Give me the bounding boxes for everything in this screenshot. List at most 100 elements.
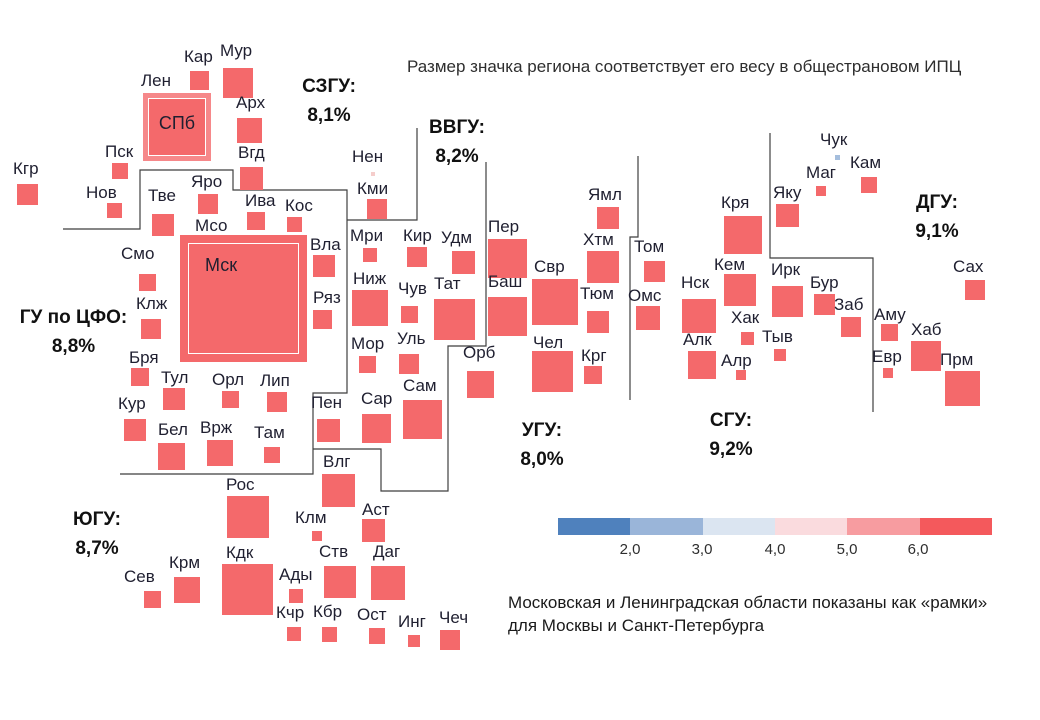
region-square-Крг: [584, 366, 602, 384]
region-label-Баш: Баш: [488, 272, 523, 291]
region-label-Даг: Даг: [373, 542, 401, 561]
region-label-Орб: Орб: [463, 343, 496, 362]
region-label-Тве: Тве: [148, 186, 176, 205]
region-square-Евр: [883, 368, 893, 378]
region-square-Кгр: [17, 184, 38, 205]
district-label-СГУ: СГУ: 9,2%: [686, 406, 776, 464]
region-label-Ниж: Ниж: [353, 269, 387, 288]
legend-tick-3,0: 3,0: [691, 541, 713, 558]
region-square-Вла: [313, 255, 335, 277]
region-label-Алр: Алр: [721, 351, 752, 370]
region-square-Заб: [841, 317, 861, 337]
district-name: СГУ:: [709, 410, 753, 431]
region-label-Сев: Сев: [124, 567, 155, 586]
region-square-Прм: [945, 371, 980, 406]
district-boundary-line: [63, 169, 348, 475]
region-label-Арх: Арх: [236, 93, 266, 112]
region-square-Орл: [222, 391, 239, 408]
region-square-Рос: [227, 496, 269, 538]
region-label-Инг: Инг: [398, 612, 426, 631]
region-square-Ады: [289, 589, 303, 603]
region-label-Кос: Кос: [285, 196, 313, 215]
region-square-Ямл: [597, 207, 619, 229]
region-label-Нов: Нов: [86, 183, 117, 202]
region-label-Тат: Тат: [434, 274, 461, 293]
region-square-Кар: [190, 71, 209, 90]
district-cpi-value: 8,2%: [435, 146, 479, 167]
region-square-Чел: [532, 351, 573, 392]
district-boundary-line: [347, 128, 418, 221]
region-square-Аму: [881, 324, 898, 341]
region-square-Тыв: [774, 349, 786, 361]
legend-segment-3: [702, 518, 776, 535]
region-square-Арх: [237, 118, 262, 143]
region-square-Сев: [144, 591, 161, 608]
region-square-Бря: [131, 368, 149, 386]
region-square-Чув: [401, 306, 418, 323]
region-label-Кчр: Кчр: [276, 603, 305, 622]
region-square-СПб: СПб: [148, 98, 206, 156]
region-square-Аст: [362, 519, 385, 542]
district-cpi-value: 9,1%: [915, 221, 959, 242]
district-label-СЗГУ: СЗГУ: 8,1%: [284, 72, 374, 130]
region-square-Мск: Мск: [188, 243, 299, 354]
region-square-Ств: [324, 566, 356, 598]
region-label-Ост: Ост: [357, 605, 387, 624]
region-square-Чеч: [440, 630, 460, 650]
region-square-Нск: [682, 299, 716, 333]
region-square-Кур: [124, 419, 146, 441]
region-label-Свр: Свр: [534, 257, 565, 276]
region-square-Вгд: [240, 167, 263, 190]
region-square-Пск: [112, 163, 128, 179]
region-square-Чук: [835, 155, 840, 160]
district-boundary-line: [629, 156, 639, 400]
region-label-Лип: Лип: [260, 371, 290, 390]
region-label-Крм: Крм: [169, 553, 201, 572]
region-square-Кем: [724, 274, 756, 306]
region-label-Пер: Пер: [488, 217, 520, 236]
region-square-Нов: [107, 203, 122, 218]
district-name: ГУ по ЦФО:: [19, 307, 128, 328]
region-square-Пер: [488, 239, 527, 278]
region-square-Сам: [403, 400, 442, 439]
region-square-Ряз: [313, 310, 332, 329]
region-label-Сар: Сар: [361, 389, 393, 408]
region-label-Кдк: Кдк: [226, 543, 254, 562]
region-square-Свр: [532, 279, 578, 325]
region-square-Тул: [163, 388, 185, 410]
region-label-Мсо: Мсо: [195, 216, 228, 235]
region-square-Кир: [407, 247, 427, 267]
region-label-Кем: Кем: [714, 255, 746, 274]
region-label-Ады: Ады: [279, 565, 313, 584]
legend-tick-2,0: 2,0: [619, 541, 641, 558]
region-label-Тюм: Тюм: [580, 284, 614, 303]
region-square-Алр: [736, 370, 746, 380]
region-square-Клм: [312, 531, 322, 541]
region-label-Ямл: Ямл: [588, 185, 622, 204]
region-label-Кур: Кур: [118, 394, 146, 413]
region-label-Сам: Сам: [403, 376, 437, 395]
region-label-Том: Том: [634, 237, 665, 256]
chart-note-line2: для Москвы и Санкт-Петербурга: [508, 616, 765, 635]
region-square-Маг: [816, 186, 826, 196]
district-label-ДГУ: ДГУ: 9,1%: [892, 188, 982, 246]
region-label-Чел: Чел: [533, 333, 564, 352]
region-square-Алк: [688, 351, 716, 379]
region-label-Кря: Кря: [721, 193, 750, 212]
region-square-Тюм: [587, 311, 609, 333]
region-label-Яку: Яку: [773, 183, 802, 202]
district-label-ЮГУ: ЮГУ: 8,7%: [52, 505, 142, 563]
region-square-Тат: [434, 299, 475, 340]
region-label-Чув: Чув: [398, 279, 427, 298]
region-label-Хак: Хак: [731, 308, 760, 327]
region-label-Кам: Кам: [850, 153, 882, 172]
region-square-Нен: [371, 172, 375, 176]
region-square-Удм: [452, 251, 475, 274]
region-label-Заб: Заб: [834, 295, 864, 314]
region-square-Том: [644, 261, 665, 282]
region-label-Аст: Аст: [362, 500, 390, 519]
region-square-Хак: [741, 332, 754, 345]
region-label-Пен: Пен: [311, 393, 343, 412]
legend-segment-1: [558, 518, 631, 535]
